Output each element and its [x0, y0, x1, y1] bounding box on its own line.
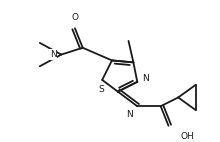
Text: S: S: [98, 85, 104, 94]
Text: N: N: [50, 50, 56, 59]
Text: OH: OH: [180, 132, 194, 141]
Text: N: N: [126, 110, 132, 119]
Text: O: O: [72, 13, 78, 22]
Text: N: N: [142, 74, 149, 83]
